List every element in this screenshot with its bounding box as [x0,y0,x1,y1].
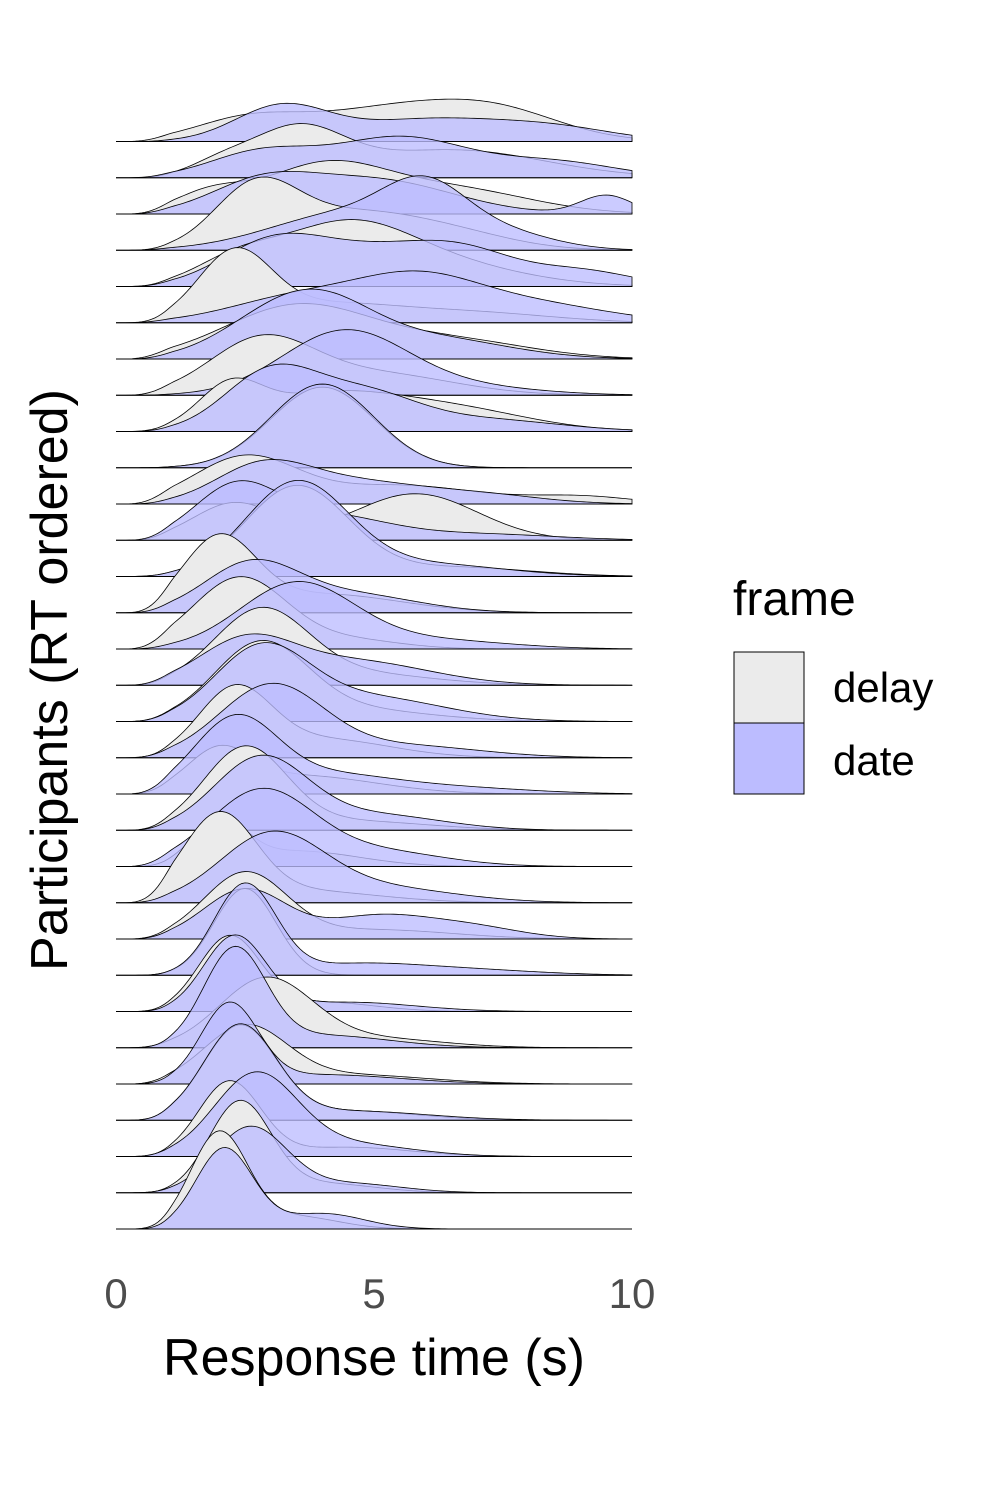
density-date-participant-1 [116,102,633,142]
density-date-participant-2 [116,135,633,179]
density-date-participant-6 [116,270,633,324]
density-date-participant-9 [116,363,633,432]
legend: frame delay date [733,573,933,795]
legend-title: frame [733,573,856,626]
x-tick-label-10: 10 [609,1270,656,1317]
participant-ridge-31 [116,1130,632,1230]
participant-ridge-1 [116,98,633,142]
x-tick-label-0: 0 [104,1270,127,1317]
y-axis-title: Participants (RT ordered) [21,389,79,971]
legend-label-date: date [833,737,915,784]
ridgeline-plot-area [116,98,633,1230]
participant-ridge-10 [116,383,632,469]
legend-label-delay: delay [833,664,933,711]
participant-ridge-9 [116,363,633,432]
x-tick-label-5: 5 [362,1270,385,1317]
x-axis-ticks: 0 5 10 [104,1270,655,1317]
legend-key-delay [733,651,805,724]
density-date-participant-4 [116,175,633,251]
x-axis-title: Response time (s) [163,1329,585,1387]
participant-ridge-8 [116,329,633,396]
legend-key-date [733,722,805,795]
